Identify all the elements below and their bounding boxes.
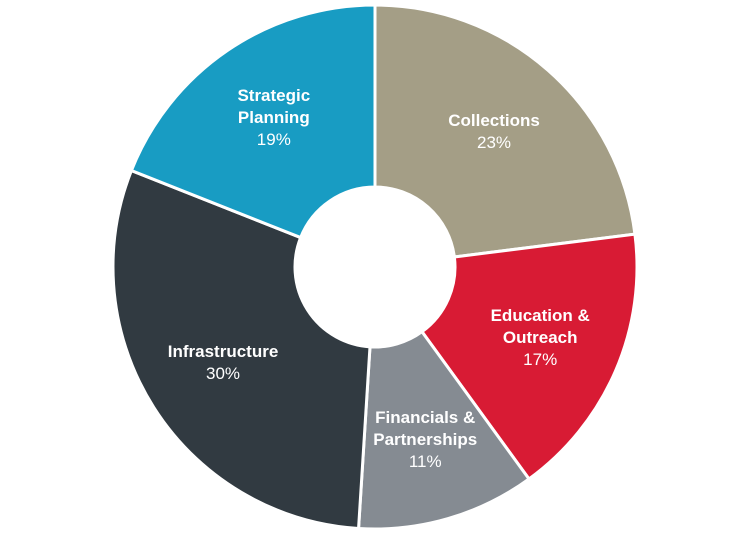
slice xyxy=(129,3,377,240)
value-label: 30% xyxy=(206,364,241,384)
value-label: 11% xyxy=(408,451,442,471)
slice-label: Financials & Partnerships 11% xyxy=(362,407,488,473)
slice xyxy=(111,168,372,531)
slice-label: Infrastructure 30% xyxy=(160,341,286,385)
value-label: 23% xyxy=(477,132,512,152)
slice-label: Education & Outreach 17% xyxy=(477,305,603,371)
value-label: 19% xyxy=(256,130,291,150)
slice xyxy=(356,329,532,531)
slice xyxy=(373,3,637,259)
slice-label: Collections 23% xyxy=(431,110,557,154)
slice-label: Strategic Planning 19% xyxy=(211,85,337,151)
value-label: 17% xyxy=(523,350,558,370)
category-label: Infrastructure xyxy=(167,342,279,362)
category-label: Collections xyxy=(448,110,540,130)
category-label: Financials & Partnerships xyxy=(373,407,478,449)
slice xyxy=(419,232,639,482)
category-label: Education & Outreach xyxy=(490,306,590,348)
category-label: Strategic Planning xyxy=(237,86,311,128)
